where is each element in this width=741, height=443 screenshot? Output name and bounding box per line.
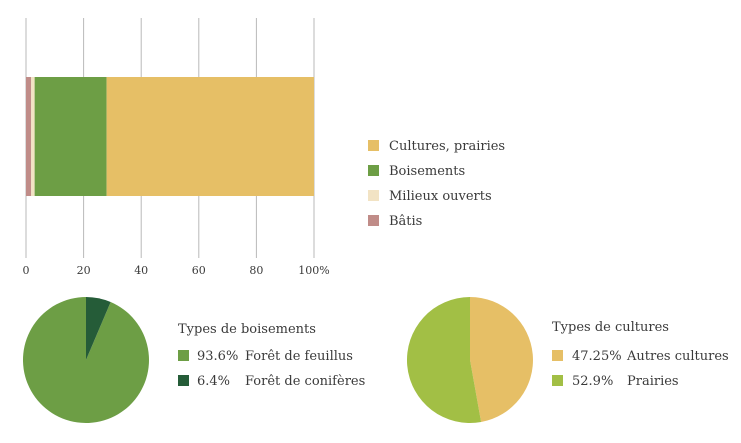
pie-boisements-title: Types de boisements [178, 322, 316, 337]
legend-swatch [368, 140, 379, 151]
bar-segment [34, 77, 107, 196]
x-tick-label: 20 [77, 264, 91, 277]
pie-boisements-legend: 93.6% Forêt de feuillus 6.4% Forêt de conif… [178, 349, 365, 389]
legend-swatch [552, 375, 563, 386]
legend-percent: 93.6% [197, 349, 238, 364]
stacked-bar-chart: 0 20 40 60 80 100% Cultures, prairies Boisemen… [23, 18, 505, 277]
pie-slice [22, 297, 149, 423]
x-tick-label: 0 [23, 264, 30, 277]
legend-swatch [368, 165, 379, 176]
pie-cultures-title: Types de cultures [552, 320, 669, 335]
pie-chart-cultures: Types de cultures 47.25% Autres cultures 5… [406, 297, 729, 423]
legend-label: Forêt de feuillus [245, 349, 353, 364]
legend-swatch [368, 215, 379, 226]
pie-boisements-slices [22, 297, 149, 423]
legend-label: Boisements [389, 164, 465, 179]
x-tick-label: 100% [298, 264, 329, 277]
pie-chart-boisements: Types de boisements 93.6% Forêt de feuill… [22, 297, 365, 423]
pie-slice [470, 297, 533, 423]
legend-label: Cultures, prairies [389, 139, 505, 154]
bar-segment [106, 77, 314, 196]
legend-percent: 47.25% [572, 349, 622, 364]
pie-slice [86, 297, 111, 360]
legend-label: Autres cultures [626, 349, 729, 364]
legend-percent: 52.9% [572, 374, 613, 389]
bar-segment [26, 77, 32, 196]
legend-swatch [178, 375, 189, 386]
legend-label: Bâtis [389, 214, 422, 229]
bar-segments [26, 77, 314, 196]
legend-swatch [178, 350, 189, 361]
pie-cultures-legend: 47.25% Autres cultures 52.9% Prairies [552, 349, 729, 389]
bar-legend: Cultures, prairies Boisements Milieux ouve… [368, 139, 505, 229]
legend-swatch [552, 350, 563, 361]
bar-segment [31, 77, 35, 196]
legend-label: Prairies [627, 374, 679, 389]
x-tick-label: 80 [249, 264, 263, 277]
legend-swatch [368, 190, 379, 201]
x-tick-label: 60 [192, 264, 206, 277]
x-tick-label: 40 [134, 264, 148, 277]
pie-cultures-slices [406, 297, 533, 423]
bar-x-ticks: 0 20 40 60 80 100% [23, 264, 330, 277]
legend-label: Milieux ouverts [389, 189, 492, 204]
pie-slice [406, 297, 482, 423]
legend-label: Forêt de conifères [245, 374, 365, 389]
legend-percent: 6.4% [197, 374, 230, 389]
